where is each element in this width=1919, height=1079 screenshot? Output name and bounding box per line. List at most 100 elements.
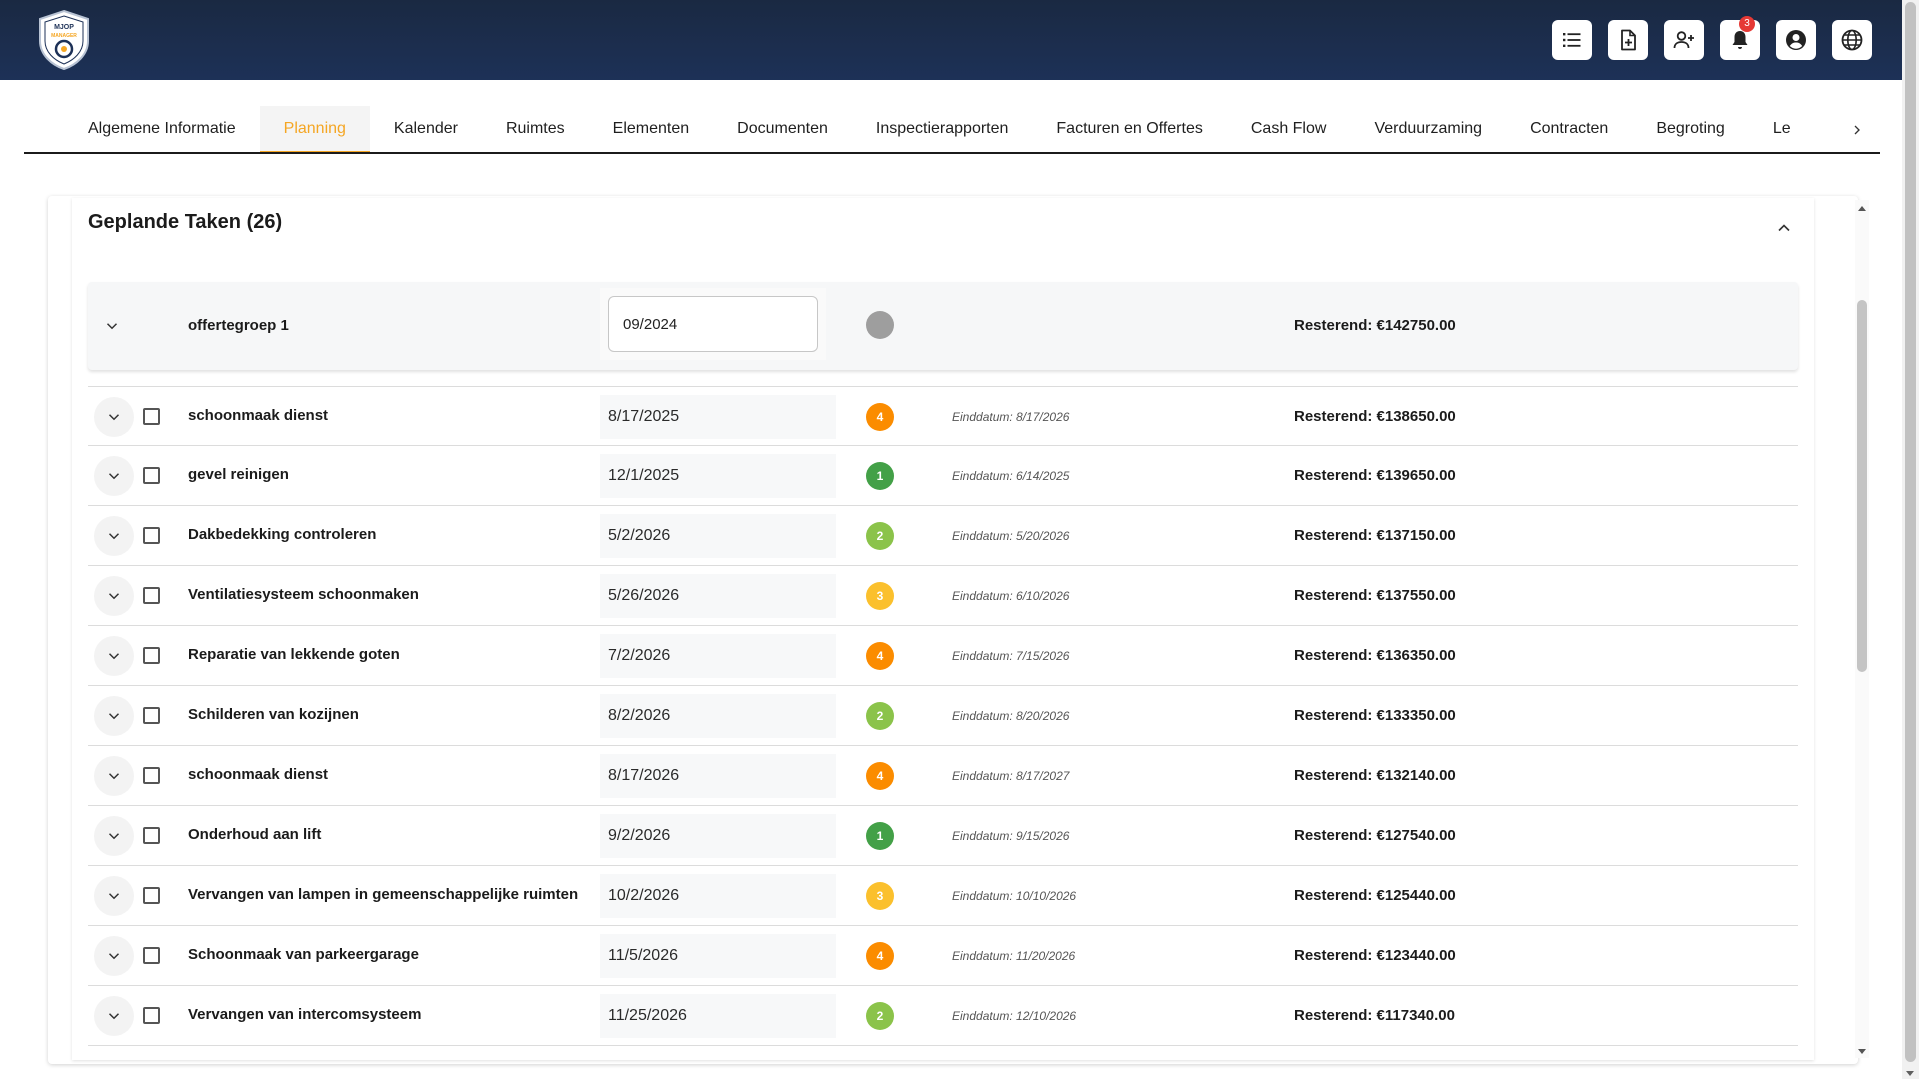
group-expand-button[interactable] [92, 306, 132, 346]
task-expand-button[interactable] [94, 397, 134, 437]
tab-inspectierapporten[interactable]: Inspectierapporten [875, 120, 1009, 137]
task-date-field[interactable]: 11/25/2026 [600, 994, 836, 1038]
task-expand-button[interactable] [94, 996, 134, 1036]
priority-badge: 3 [866, 582, 894, 610]
task-expand-button[interactable] [94, 696, 134, 736]
chevron-down-icon [108, 473, 120, 480]
notifications-button[interactable]: 3 [1720, 16, 1760, 60]
chevron-right-icon [1854, 125, 1860, 135]
panel-scrollbar-thumb[interactable] [1857, 300, 1867, 672]
task-end-date: Einddatum: 7/15/2026 [952, 649, 1070, 663]
task-end-date: Einddatum: 8/17/2027 [952, 769, 1070, 783]
group-date-input[interactable]: 09/2024 [608, 296, 818, 352]
tab-verduurzaming[interactable]: Verduurzaming [1374, 120, 1483, 137]
tab-facturen-en-offertes[interactable]: Facturen en Offertes [1056, 120, 1203, 137]
task-expand-button[interactable] [94, 876, 134, 916]
task-remaining: Resterend: €132140.00 [1294, 767, 1456, 784]
add-user-button[interactable] [1664, 20, 1704, 60]
tab-elementen[interactable]: Elementen [612, 120, 690, 137]
chevron-up-icon[interactable] [1774, 218, 1794, 238]
task-date-field[interactable]: 5/26/2026 [600, 574, 836, 618]
logo-text-line1: MJOP [54, 24, 74, 31]
task-date-field[interactable]: 5/2/2026 [600, 514, 836, 558]
task-remaining: Resterend: €133350.00 [1294, 707, 1456, 724]
account-circle-icon [1786, 30, 1806, 50]
task-date-field[interactable]: 12/1/2025 [600, 454, 836, 498]
list-icon [1563, 33, 1581, 47]
task-expand-button[interactable] [94, 576, 134, 616]
priority-badge: 2 [866, 702, 894, 730]
task-checkbox[interactable] [143, 887, 160, 904]
task-expand-button[interactable] [94, 636, 134, 676]
task-row: Schilderen van kozijnen 8/2/2026 2 Einddatu… [88, 686, 1798, 746]
task-expand-button[interactable] [94, 456, 134, 496]
task-checkbox[interactable] [143, 527, 160, 544]
task-checkbox[interactable] [143, 707, 160, 724]
tab-le[interactable]: Le [1772, 120, 1791, 137]
task-end-date: Einddatum: 8/17/2026 [952, 410, 1070, 424]
task-checkbox[interactable] [143, 1007, 160, 1024]
task-checkbox[interactable] [143, 467, 160, 484]
task-name: Dakbedekking controleren [188, 526, 377, 543]
chevron-down-icon [108, 773, 120, 780]
chevron-down-icon [108, 653, 120, 660]
task-checkbox[interactable] [143, 947, 160, 964]
task-remaining: Resterend: €139650.00 [1294, 467, 1456, 484]
task-date-field[interactable]: 8/17/2026 [600, 754, 836, 798]
mjop-manager-logo[interactable]: MJOP MANAGER [36, 9, 92, 71]
task-expand-button[interactable] [94, 756, 134, 796]
task-checkbox[interactable] [143, 408, 160, 425]
chevron-down-icon [108, 953, 120, 960]
task-date-field[interactable]: 8/17/2025 [600, 395, 836, 439]
task-expand-button[interactable] [94, 816, 134, 856]
tab-begroting[interactable]: Begroting [1656, 120, 1725, 137]
task-expand-button[interactable] [94, 936, 134, 976]
task-checkbox[interactable] [143, 587, 160, 604]
group-label: offertegroep 1 [188, 317, 289, 334]
account-button[interactable] [1776, 20, 1816, 60]
task-list: schoonmaak dienst 8/17/2025 4 Einddatum: 8/… [88, 386, 1798, 1046]
task-name: Ventilatiesysteem schoonmaken [188, 586, 419, 603]
task-row: Reparatie van lekkende goten 7/2/2026 4 Ein… [88, 626, 1798, 686]
task-row: Ventilatiesysteem schoonmaken 5/26/2026 3 E… [88, 566, 1798, 626]
task-date-field[interactable]: 7/2/2026 [600, 634, 836, 678]
tab-cash-flow[interactable]: Cash Flow [1250, 120, 1327, 137]
globe-icon [1841, 29, 1863, 51]
chevron-down-icon [108, 414, 120, 421]
tab-algemene-informatie[interactable]: Algemene Informatie [88, 120, 236, 137]
panel-scrollbar[interactable] [1855, 200, 1869, 1058]
task-checkbox[interactable] [143, 647, 160, 664]
list-button[interactable] [1552, 20, 1592, 60]
task-checkbox[interactable] [143, 767, 160, 784]
tab-planning[interactable]: Planning [259, 106, 371, 152]
task-remaining: Resterend: €137150.00 [1294, 527, 1456, 544]
task-end-date: Einddatum: 11/20/2026 [952, 949, 1076, 963]
page-scrollbar[interactable] [1902, 0, 1919, 1079]
task-end-date: Einddatum: 8/20/2026 [952, 709, 1070, 723]
task-name: Onderhoud aan lift [188, 826, 322, 843]
task-end-date: Einddatum: 9/15/2026 [952, 829, 1070, 843]
page-scroll-down-arrow[interactable] [1906, 1071, 1914, 1076]
tab-scroll-next-button[interactable] [1844, 106, 1870, 152]
task-row: Vervangen van lampen in gemeenschappelij… [88, 866, 1798, 926]
task-date-field[interactable]: 11/5/2026 [600, 934, 836, 978]
task-remaining: Resterend: €138650.00 [1294, 408, 1456, 425]
task-expand-button[interactable] [94, 516, 134, 556]
group-remaining: Resterend: €142750.00 [1294, 317, 1456, 334]
panel-scroll-up-arrow[interactable] [1858, 206, 1866, 211]
task-row: schoonmaak dienst 8/17/2026 4 Einddatum: 8/… [88, 746, 1798, 806]
tab-documenten[interactable]: Documenten [737, 120, 828, 137]
task-date-field[interactable]: 9/2/2026 [600, 814, 836, 858]
tab-kalender[interactable]: Kalender [393, 120, 458, 137]
tab-ruimtes[interactable]: Ruimtes [505, 120, 565, 137]
bell-icon [1732, 31, 1748, 49]
language-button[interactable] [1832, 20, 1872, 60]
task-date-field[interactable]: 10/2/2026 [600, 874, 836, 918]
new-document-button[interactable] [1608, 20, 1648, 60]
page-scrollbar-thumb[interactable] [1905, 2, 1916, 1062]
task-date-field[interactable]: 8/2/2026 [600, 694, 836, 738]
tab-contracten[interactable]: Contracten [1530, 120, 1609, 137]
panel-scroll-down-arrow[interactable] [1858, 1049, 1866, 1054]
priority-badge: 4 [866, 403, 894, 431]
task-checkbox[interactable] [143, 827, 160, 844]
